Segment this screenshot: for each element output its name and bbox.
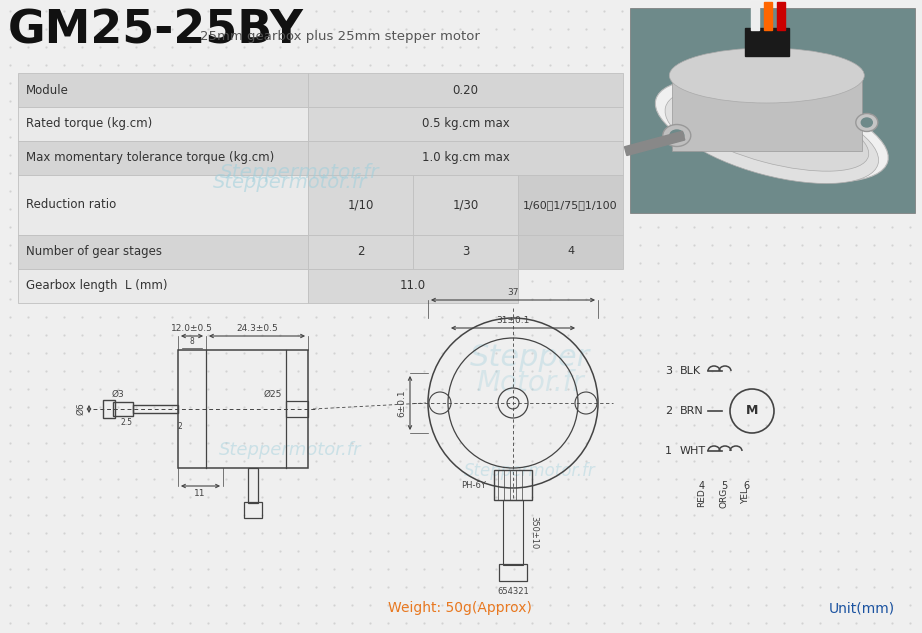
- Bar: [18, 141, 308, 175]
- Text: PH-6Y: PH-6Y: [461, 480, 486, 489]
- Text: 2.5: 2.5: [120, 418, 132, 427]
- Bar: [18, 268, 308, 303]
- Text: 4: 4: [567, 246, 574, 256]
- Text: Stepper: Stepper: [470, 344, 590, 372]
- Bar: [308, 234, 413, 268]
- Ellipse shape: [856, 113, 878, 132]
- Text: GM25-25BY: GM25-25BY: [8, 8, 304, 53]
- Text: 1/60、1/75、1/100: 1/60、1/75、1/100: [523, 200, 618, 210]
- Text: 4: 4: [699, 481, 705, 491]
- Text: Weight: 50g(Approx): Weight: 50g(Approx): [388, 601, 532, 615]
- Text: 0.20: 0.20: [453, 84, 479, 96]
- Text: YEL: YEL: [741, 488, 751, 504]
- Bar: [308, 175, 413, 234]
- Text: Steppermotor.fr: Steppermotor.fr: [220, 163, 380, 182]
- Text: 0.5 kg.cm max: 0.5 kg.cm max: [421, 118, 509, 130]
- Bar: [248, 468, 258, 503]
- Bar: [286, 401, 308, 417]
- Text: 2: 2: [357, 245, 364, 258]
- Bar: [672, 75, 862, 151]
- Ellipse shape: [669, 130, 684, 141]
- Ellipse shape: [663, 125, 691, 146]
- Bar: [413, 234, 518, 268]
- Text: 1/30: 1/30: [453, 198, 479, 211]
- Text: Ø6: Ø6: [76, 403, 85, 415]
- Bar: [518, 234, 623, 268]
- Text: Steppermotor.fr: Steppermotor.fr: [464, 462, 596, 480]
- Text: 37: 37: [507, 288, 519, 297]
- Text: WHT: WHT: [680, 446, 706, 456]
- Text: Max momentary tolerance torque (kg.cm): Max momentary tolerance torque (kg.cm): [26, 151, 274, 165]
- Bar: [113, 402, 133, 416]
- Ellipse shape: [861, 118, 872, 127]
- Bar: [18, 107, 308, 141]
- Text: Number of gear stages: Number of gear stages: [26, 245, 162, 258]
- Text: BRN: BRN: [680, 406, 703, 416]
- Bar: [244, 502, 262, 518]
- Text: 2: 2: [665, 406, 672, 416]
- Bar: [308, 141, 623, 175]
- Text: Gearbox length  L (mm): Gearbox length L (mm): [26, 279, 168, 292]
- Bar: [518, 175, 623, 234]
- Text: 3: 3: [462, 245, 469, 258]
- Bar: [494, 470, 532, 500]
- Bar: [308, 73, 623, 107]
- Text: Steppermotor.fr: Steppermotor.fr: [213, 173, 367, 192]
- Bar: [630, 8, 915, 213]
- Text: 3: 3: [665, 366, 672, 376]
- Text: 31±0.1: 31±0.1: [496, 316, 529, 325]
- Bar: [751, 1, 759, 30]
- Text: 654321: 654321: [497, 587, 529, 596]
- Text: 1/10: 1/10: [348, 198, 373, 211]
- Bar: [503, 500, 523, 565]
- Text: BLK: BLK: [680, 366, 701, 376]
- Text: Steppermotor.fr: Steppermotor.fr: [219, 441, 361, 459]
- Text: RED: RED: [698, 488, 706, 507]
- Text: M: M: [746, 404, 758, 418]
- Text: 11: 11: [195, 489, 206, 498]
- Text: Ø3: Ø3: [112, 390, 124, 399]
- Bar: [413, 175, 518, 234]
- Text: 8: 8: [190, 337, 195, 346]
- Bar: [178, 350, 308, 468]
- Text: 11.0: 11.0: [400, 279, 426, 292]
- Text: Ø25: Ø25: [264, 390, 282, 399]
- Bar: [777, 1, 785, 30]
- Bar: [745, 27, 789, 56]
- Text: Reduction ratio: Reduction ratio: [26, 198, 116, 211]
- Bar: [308, 107, 623, 141]
- Text: ORG: ORG: [719, 488, 728, 508]
- Ellipse shape: [665, 87, 879, 184]
- Ellipse shape: [675, 90, 869, 171]
- Bar: [624, 131, 685, 156]
- Text: 24.3±0.5: 24.3±0.5: [236, 324, 278, 333]
- Bar: [18, 234, 308, 268]
- Text: 6: 6: [743, 481, 749, 491]
- Text: 2: 2: [178, 422, 183, 431]
- Ellipse shape: [656, 79, 888, 182]
- Text: 25mm gearbox plus 25mm stepper motor: 25mm gearbox plus 25mm stepper motor: [200, 30, 479, 43]
- Ellipse shape: [669, 48, 864, 103]
- Text: 350±10: 350±10: [529, 516, 538, 549]
- Text: 12.0±0.5: 12.0±0.5: [171, 324, 213, 333]
- Text: Motor.fr: Motor.fr: [476, 369, 584, 397]
- Bar: [103, 400, 115, 418]
- Text: Module: Module: [26, 84, 69, 96]
- Bar: [18, 73, 308, 107]
- Bar: [133, 405, 178, 413]
- Bar: [499, 564, 527, 581]
- Text: 1: 1: [665, 446, 672, 456]
- Bar: [763, 1, 772, 30]
- Text: 6±0.1: 6±0.1: [397, 389, 406, 417]
- Text: 1.0 kg.cm max: 1.0 kg.cm max: [421, 151, 510, 165]
- Bar: [308, 268, 518, 303]
- Text: Rated torque (kg.cm): Rated torque (kg.cm): [26, 118, 152, 130]
- Text: 5: 5: [721, 481, 727, 491]
- Text: Unit(mm): Unit(mm): [829, 601, 895, 615]
- Bar: [18, 175, 308, 234]
